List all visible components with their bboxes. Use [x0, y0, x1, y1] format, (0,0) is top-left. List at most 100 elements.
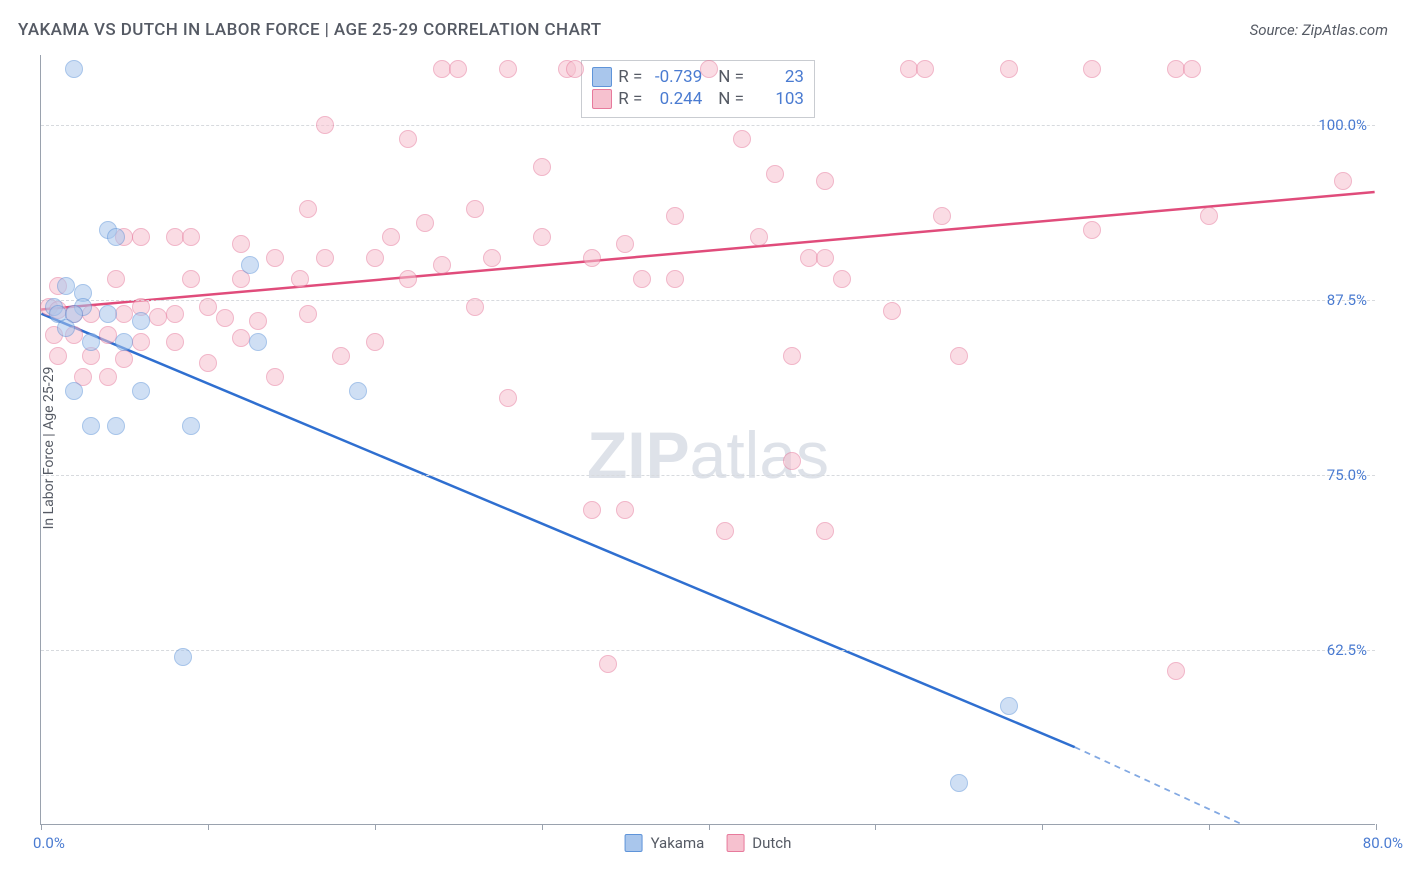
legend-item: Yakama — [625, 834, 705, 852]
data-point — [182, 228, 200, 246]
gridline — [41, 125, 1375, 126]
x-axis-max: 80.0% — [1363, 834, 1403, 852]
data-point — [107, 417, 125, 435]
x-tick — [1376, 824, 1377, 830]
y-tick-label: 87.5% — [1327, 291, 1367, 309]
data-point — [182, 417, 200, 435]
data-point — [816, 522, 834, 540]
data-point — [1167, 662, 1185, 680]
x-tick — [41, 824, 42, 830]
data-point — [750, 228, 768, 246]
data-point — [99, 326, 117, 344]
data-point — [316, 249, 334, 267]
data-point — [950, 774, 968, 792]
data-point — [716, 522, 734, 540]
data-point — [1183, 60, 1201, 78]
data-point — [266, 368, 284, 386]
data-point — [249, 312, 267, 330]
data-point — [1000, 697, 1018, 715]
data-point — [99, 305, 117, 323]
data-point — [291, 270, 309, 288]
data-point — [1200, 207, 1218, 225]
data-point — [883, 302, 901, 320]
data-point — [82, 417, 100, 435]
data-point — [132, 312, 150, 330]
data-point — [107, 270, 125, 288]
data-point — [566, 60, 584, 78]
data-point — [174, 648, 192, 666]
correlation-stats-box: R =-0.739N =23R =0.244N =103 — [581, 60, 815, 118]
x-tick — [709, 824, 710, 830]
data-point — [57, 319, 75, 337]
data-point — [49, 347, 67, 365]
data-point — [1000, 60, 1018, 78]
data-point — [132, 228, 150, 246]
data-point — [533, 228, 551, 246]
data-point — [57, 277, 75, 295]
data-point — [666, 270, 684, 288]
x-axis-min: 0.0% — [33, 834, 65, 852]
data-point — [433, 256, 451, 274]
data-point — [666, 207, 684, 225]
data-point — [182, 270, 200, 288]
legend-item: Dutch — [726, 834, 791, 852]
data-point — [65, 60, 83, 78]
gridline — [41, 475, 1375, 476]
data-point — [816, 172, 834, 190]
data-point — [1334, 172, 1352, 190]
source-label: Source: ZipAtlas.com — [1250, 21, 1388, 39]
data-point — [933, 207, 951, 225]
data-point — [166, 333, 184, 351]
data-point — [399, 130, 417, 148]
data-point — [107, 228, 125, 246]
data-point — [232, 235, 250, 253]
data-point — [366, 333, 384, 351]
y-tick-label: 100.0% — [1318, 116, 1367, 134]
data-point — [733, 130, 751, 148]
stats-row: R =0.244N =103 — [592, 89, 804, 109]
data-point — [783, 347, 801, 365]
data-point — [1083, 221, 1101, 239]
x-tick — [208, 824, 209, 830]
data-point — [299, 200, 317, 218]
data-point — [349, 382, 367, 400]
gridline — [41, 300, 1375, 301]
data-point — [416, 214, 434, 232]
data-point — [466, 200, 484, 218]
y-tick-label: 62.5% — [1327, 641, 1367, 659]
data-point — [82, 333, 100, 351]
data-point — [132, 333, 150, 351]
data-point — [433, 60, 451, 78]
data-point — [249, 333, 267, 351]
data-point — [115, 350, 133, 368]
data-point — [216, 309, 234, 327]
data-point — [241, 256, 259, 274]
data-point — [833, 270, 851, 288]
data-point — [232, 329, 250, 347]
y-axis-label: In Labor Force | Age 25-29 — [41, 366, 57, 529]
data-point — [483, 249, 501, 267]
data-point — [583, 249, 601, 267]
data-point — [633, 270, 651, 288]
data-point — [816, 249, 834, 267]
data-point — [115, 305, 133, 323]
chart-title: YAKAMA VS DUTCH IN LABOR FORCE | AGE 25-… — [18, 20, 602, 40]
data-point — [166, 228, 184, 246]
data-point — [950, 347, 968, 365]
data-point — [332, 347, 350, 365]
data-point — [599, 655, 617, 673]
data-point — [499, 389, 517, 407]
gridline — [41, 650, 1375, 651]
stats-row: R =-0.739N =23 — [592, 67, 804, 87]
trend-lines — [41, 55, 1375, 824]
data-point — [1083, 60, 1101, 78]
data-point — [616, 501, 634, 519]
data-point — [366, 249, 384, 267]
y-tick-label: 75.0% — [1327, 466, 1367, 484]
data-point — [1167, 60, 1185, 78]
data-point — [466, 298, 484, 316]
data-point — [783, 452, 801, 470]
x-tick — [1209, 824, 1210, 830]
series-legend: Yakama Dutch — [625, 834, 792, 852]
data-point — [766, 165, 784, 183]
